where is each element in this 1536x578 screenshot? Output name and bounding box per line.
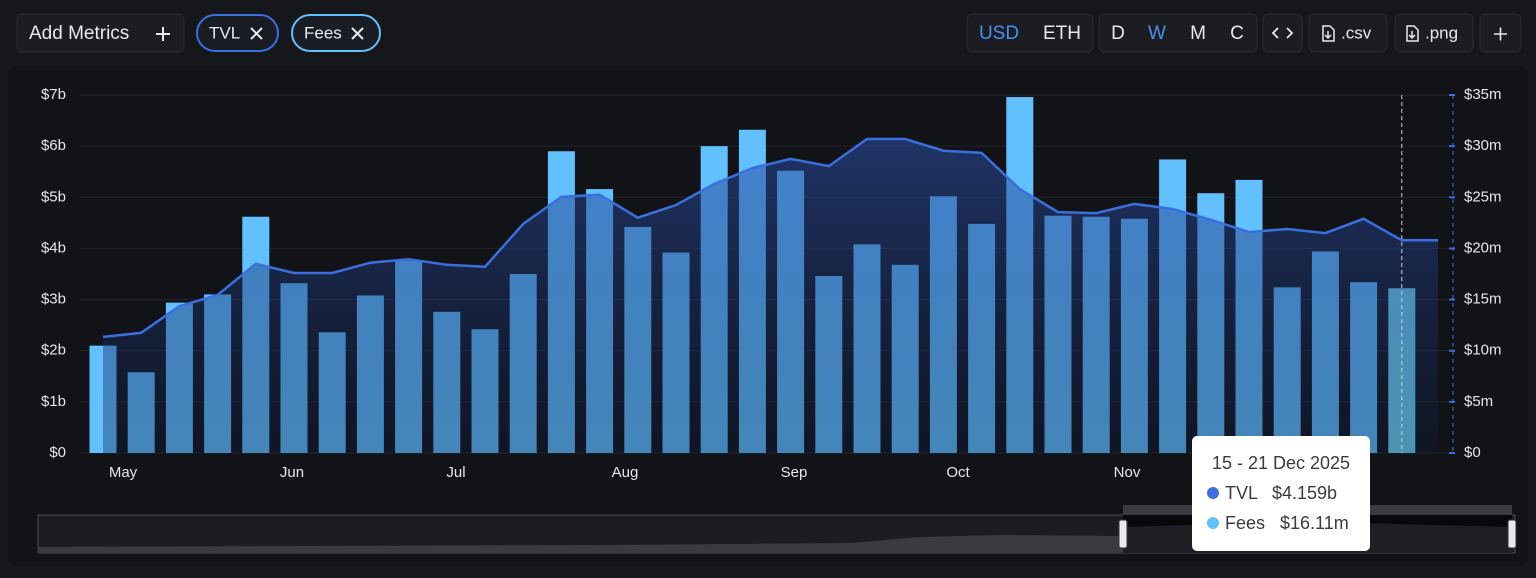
tvl-chip[interactable] (196, 14, 279, 52)
period-button[interactable]: M (1190, 23, 1206, 44)
x-tick-label: Jun (280, 464, 304, 481)
y2-tick-label: $10m (1464, 342, 1502, 359)
tooltip-series: TVL (1225, 483, 1258, 503)
x-tick-label: Sep (781, 464, 808, 481)
close-icon[interactable] (250, 27, 263, 40)
y2-tick-label: $15m (1464, 291, 1502, 308)
x-tick-label: Oct (946, 464, 970, 481)
x-tick-label: Nov (1114, 464, 1141, 481)
tooltip-title: 15 - 21 Dec 2025 (1212, 453, 1350, 473)
y2-tick-label: $30m (1464, 137, 1502, 154)
y-tick-label: $6b (41, 137, 66, 154)
x-tick-label: Aug (612, 464, 639, 481)
download-icon (1406, 25, 1419, 42)
embed-icon (1271, 27, 1294, 39)
y2-tick-label: $5m (1464, 393, 1493, 410)
currency-button[interactable]: USD (979, 23, 1019, 44)
y2-tick-label: $20m (1464, 239, 1502, 256)
add-metrics-button[interactable] (16, 13, 185, 53)
toolbar: Add Metrics TVL Fees USD ETH D W M C .cs… (16, 13, 1522, 53)
brush-handle[interactable] (1507, 519, 1517, 549)
currency-group (966, 13, 1094, 53)
embed-button[interactable] (1262, 13, 1303, 53)
x-tick-label: Jul (446, 464, 465, 481)
period-button[interactable]: C (1230, 23, 1244, 44)
download-icon (1322, 25, 1335, 42)
y2-tick-label: $35m (1464, 86, 1502, 103)
currency-button[interactable]: ETH (1043, 23, 1081, 44)
png-label: .png (1425, 23, 1458, 42)
y-tick-label: $7b (41, 86, 66, 103)
close-icon[interactable] (351, 27, 364, 40)
brush-handle[interactable] (1118, 519, 1128, 549)
plus-icon (156, 27, 170, 41)
y2-tick-label: $25m (1464, 188, 1502, 205)
plot: $0 $1b $2b $3b $4b $5b $6b $7b $0 $5m $10m $15m $20m… (41, 86, 1502, 481)
y-tick-label: $4b (41, 239, 66, 256)
period-group (1098, 13, 1258, 53)
y-tick-label: $1b (41, 393, 66, 410)
tooltip: 15 - 21 Dec 2025 TVL $4.159b Fees $16.11… (1192, 436, 1370, 551)
fees-chip[interactable] (291, 14, 381, 52)
tooltip-value: $16.11m (1280, 513, 1349, 533)
y-tick-label: $3b (41, 291, 66, 308)
add-metrics-label: Add Metrics (29, 23, 129, 44)
png-button[interactable] (1394, 13, 1474, 53)
tooltip-box (1192, 436, 1370, 551)
period-button[interactable]: W (1148, 23, 1166, 44)
plus-icon (1494, 27, 1507, 41)
x-tick-label: May (109, 464, 138, 481)
y-tick-label: $2b (41, 342, 66, 359)
y-tick-label: $5b (41, 188, 66, 205)
fees-chip-label: Fees (304, 23, 342, 42)
tooltip-dot (1207, 517, 1219, 529)
line (102, 137, 1439, 339)
tvl-chip-label: TVL (209, 23, 240, 42)
tooltip-dot (1207, 487, 1219, 499)
csv-label: .csv (1341, 23, 1372, 42)
area (103, 139, 1438, 453)
y2-tick-label: $0 (1464, 444, 1481, 461)
tooltip-series: Fees (1225, 513, 1265, 533)
csv-button[interactable] (1308, 13, 1388, 53)
tooltip-value: $4.159b (1272, 483, 1337, 503)
period-button[interactable]: D (1111, 23, 1125, 44)
brush-overview (38, 535, 1123, 553)
y-tick-label: $0 (49, 444, 66, 461)
